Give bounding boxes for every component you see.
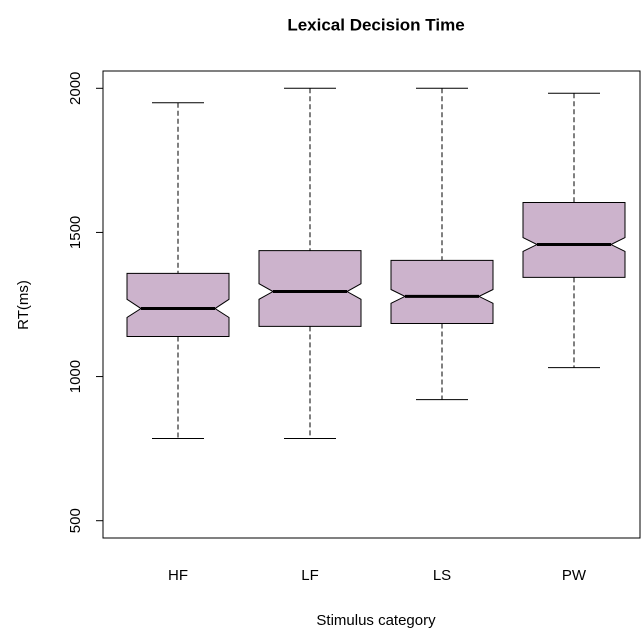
- chart-title: Lexical Decision Time: [287, 15, 464, 34]
- x-tick-label: LS: [433, 567, 451, 584]
- x-tick-label: HF: [168, 567, 188, 584]
- box: [522, 201, 626, 278]
- box: [126, 272, 230, 337]
- y-axis-label: RT(ms): [15, 280, 32, 330]
- y-tick-label: 2000: [67, 72, 84, 105]
- y-tick-label: 1500: [67, 216, 84, 249]
- box: [390, 259, 494, 325]
- y-tick-label: 500: [67, 508, 84, 533]
- x-axis-label: Stimulus category: [316, 612, 436, 629]
- box: [258, 250, 362, 327]
- x-tick-label: LF: [301, 567, 319, 584]
- y-tick-label: 1000: [67, 360, 84, 393]
- x-tick-label: PW: [562, 567, 587, 584]
